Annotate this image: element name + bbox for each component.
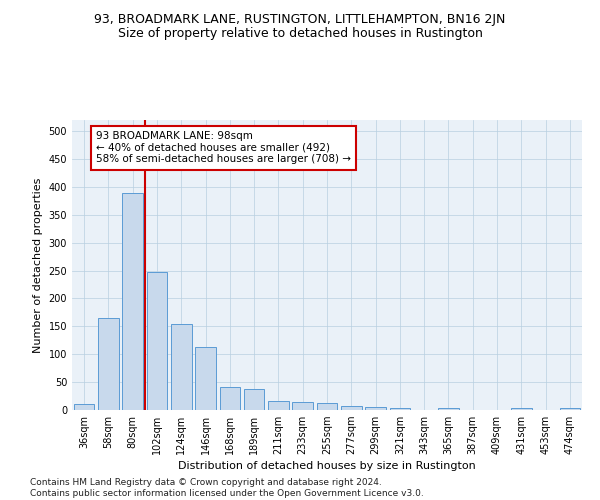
Bar bbox=[292, 402, 313, 410]
Bar bbox=[365, 406, 386, 410]
Bar bbox=[220, 386, 240, 410]
Bar bbox=[74, 404, 94, 410]
Bar bbox=[560, 408, 580, 410]
Bar bbox=[389, 408, 410, 410]
Bar bbox=[268, 400, 289, 410]
Bar bbox=[244, 389, 265, 410]
Y-axis label: Number of detached properties: Number of detached properties bbox=[33, 178, 43, 352]
Text: 93, BROADMARK LANE, RUSTINGTON, LITTLEHAMPTON, BN16 2JN: 93, BROADMARK LANE, RUSTINGTON, LITTLEHA… bbox=[94, 12, 506, 26]
Bar bbox=[341, 406, 362, 410]
X-axis label: Distribution of detached houses by size in Rustington: Distribution of detached houses by size … bbox=[178, 462, 476, 471]
Text: 93 BROADMARK LANE: 98sqm
← 40% of detached houses are smaller (492)
58% of semi-: 93 BROADMARK LANE: 98sqm ← 40% of detach… bbox=[96, 131, 351, 164]
Text: Contains HM Land Registry data © Crown copyright and database right 2024.
Contai: Contains HM Land Registry data © Crown c… bbox=[30, 478, 424, 498]
Bar bbox=[195, 347, 216, 410]
Bar bbox=[122, 192, 143, 410]
Bar bbox=[511, 408, 532, 410]
Bar bbox=[146, 272, 167, 410]
Text: Size of property relative to detached houses in Rustington: Size of property relative to detached ho… bbox=[118, 28, 482, 40]
Bar bbox=[171, 324, 191, 410]
Bar bbox=[98, 318, 119, 410]
Bar bbox=[438, 408, 459, 410]
Bar bbox=[317, 403, 337, 410]
